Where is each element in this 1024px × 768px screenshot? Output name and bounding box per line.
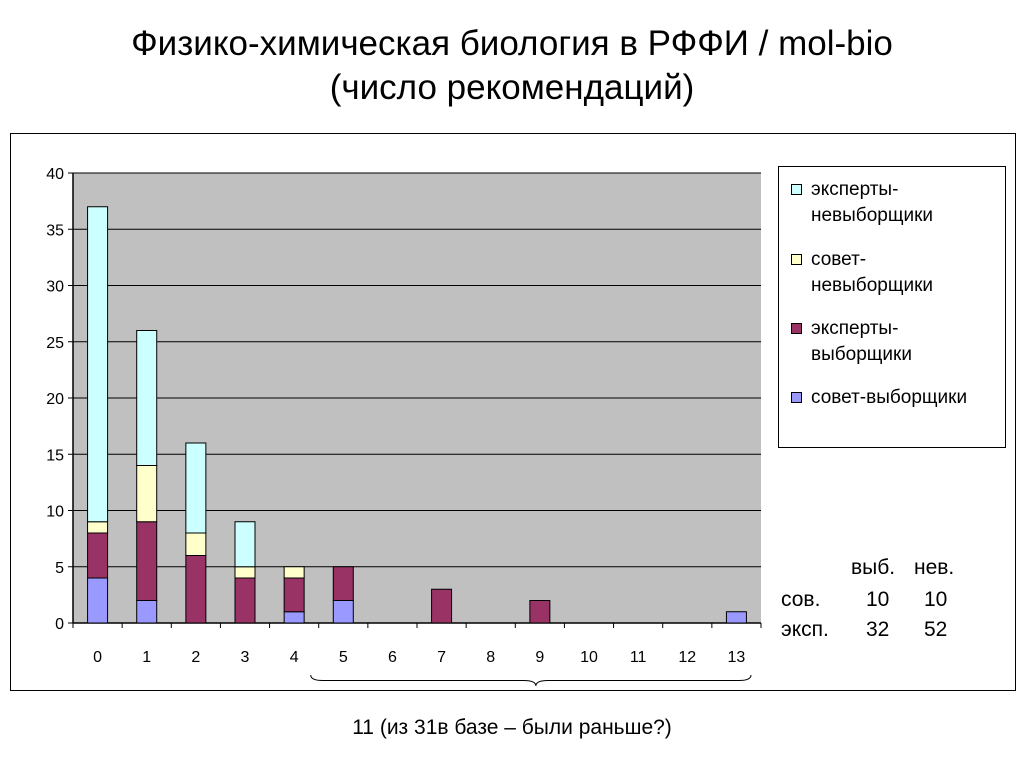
- bar-segment: [87, 206, 109, 523]
- bar-segment: [185, 555, 207, 624]
- bar-segment: [431, 588, 453, 624]
- x-tick-label: 8: [486, 649, 495, 666]
- x-tick-label: 13: [728, 649, 746, 666]
- stats-row-label-council: сов.: [781, 588, 821, 611]
- bar-segment: [725, 611, 747, 624]
- y-tick-label: 40: [46, 166, 64, 183]
- x-tick-label: 11: [630, 649, 647, 666]
- bar-segment: [87, 521, 109, 534]
- bar-segment: [87, 577, 109, 624]
- y-tick-label: 30: [46, 279, 64, 296]
- x-tick-label: 6: [388, 649, 397, 666]
- x-tick-label: 12: [678, 649, 696, 666]
- bar-segment: [136, 330, 158, 466]
- y-tick-label: 35: [46, 222, 64, 239]
- x-tick-label: 10: [580, 649, 598, 666]
- legend-swatch: [791, 254, 802, 265]
- bar-segment: [185, 442, 207, 534]
- stats-col-header-not-elected: нев.: [914, 556, 955, 579]
- y-tick-label: 15: [46, 447, 64, 464]
- stats-value: 10: [924, 588, 948, 611]
- bar-segment: [283, 566, 305, 579]
- bar-segment: [234, 566, 256, 579]
- x-tick-label: 7: [437, 649, 446, 666]
- legend-label: эксперты-: [811, 179, 899, 200]
- bar-segment: [283, 577, 305, 613]
- x-tick-label: 2: [191, 649, 200, 666]
- legend-swatch: [791, 184, 802, 195]
- x-tick-label: 1: [142, 649, 151, 666]
- footnote-caption: 11 (из 31в базе – были раньше?): [352, 716, 672, 739]
- chart-frame: [10, 133, 1016, 691]
- bar-segment: [234, 521, 256, 568]
- title-line-2: (число рекомендаций): [329, 68, 695, 107]
- stats-col-header-elected: выб.: [851, 556, 896, 579]
- grouping-brace: [310, 674, 752, 687]
- chart-legend: эксперты- невыборщики совет- невыборщики…: [778, 166, 1006, 448]
- bar-segment: [136, 465, 158, 523]
- y-tick-label: 20: [46, 391, 64, 408]
- legend-label: невыборщики: [811, 205, 933, 226]
- bar-segment: [136, 521, 158, 601]
- legend-swatch: [791, 392, 802, 403]
- bar-segment: [136, 600, 158, 624]
- y-tick-label: 0: [55, 616, 64, 633]
- x-tick-label: 9: [535, 649, 544, 666]
- x-tick-label: 0: [93, 649, 102, 666]
- bar-segment: [332, 566, 354, 601]
- bar-segment: [283, 611, 305, 624]
- x-tick-label: 4: [290, 649, 299, 666]
- legend-swatch: [791, 323, 802, 334]
- stats-value: 10: [866, 588, 890, 611]
- bar-segment: [332, 600, 354, 624]
- legend-label: совет-выборщики: [811, 387, 968, 408]
- x-tick-label: 5: [339, 649, 348, 666]
- chart-title: Физико-химическая биология в РФФИ / mol-…: [0, 22, 1024, 110]
- y-tick-label: 10: [46, 504, 64, 521]
- bar-segment: [529, 600, 551, 624]
- bar-segment: [185, 532, 207, 556]
- legend-label: совет-: [811, 249, 867, 270]
- x-tick-label: 3: [241, 649, 250, 666]
- stats-value: 32: [866, 618, 890, 641]
- legend-label: выборщики: [811, 344, 912, 365]
- stats-row-label-experts: эксп.: [781, 618, 829, 641]
- bar-segment: [87, 532, 109, 579]
- y-tick-label: 25: [46, 335, 64, 352]
- legend-label: невыборщики: [811, 275, 933, 296]
- bar-segment: [234, 577, 256, 624]
- title-line-1: Физико-химическая биология в РФФИ / mol-…: [131, 24, 893, 63]
- legend-label: эксперты-: [811, 318, 899, 339]
- stats-value: 52: [924, 618, 948, 641]
- y-tick-label: 5: [55, 560, 64, 577]
